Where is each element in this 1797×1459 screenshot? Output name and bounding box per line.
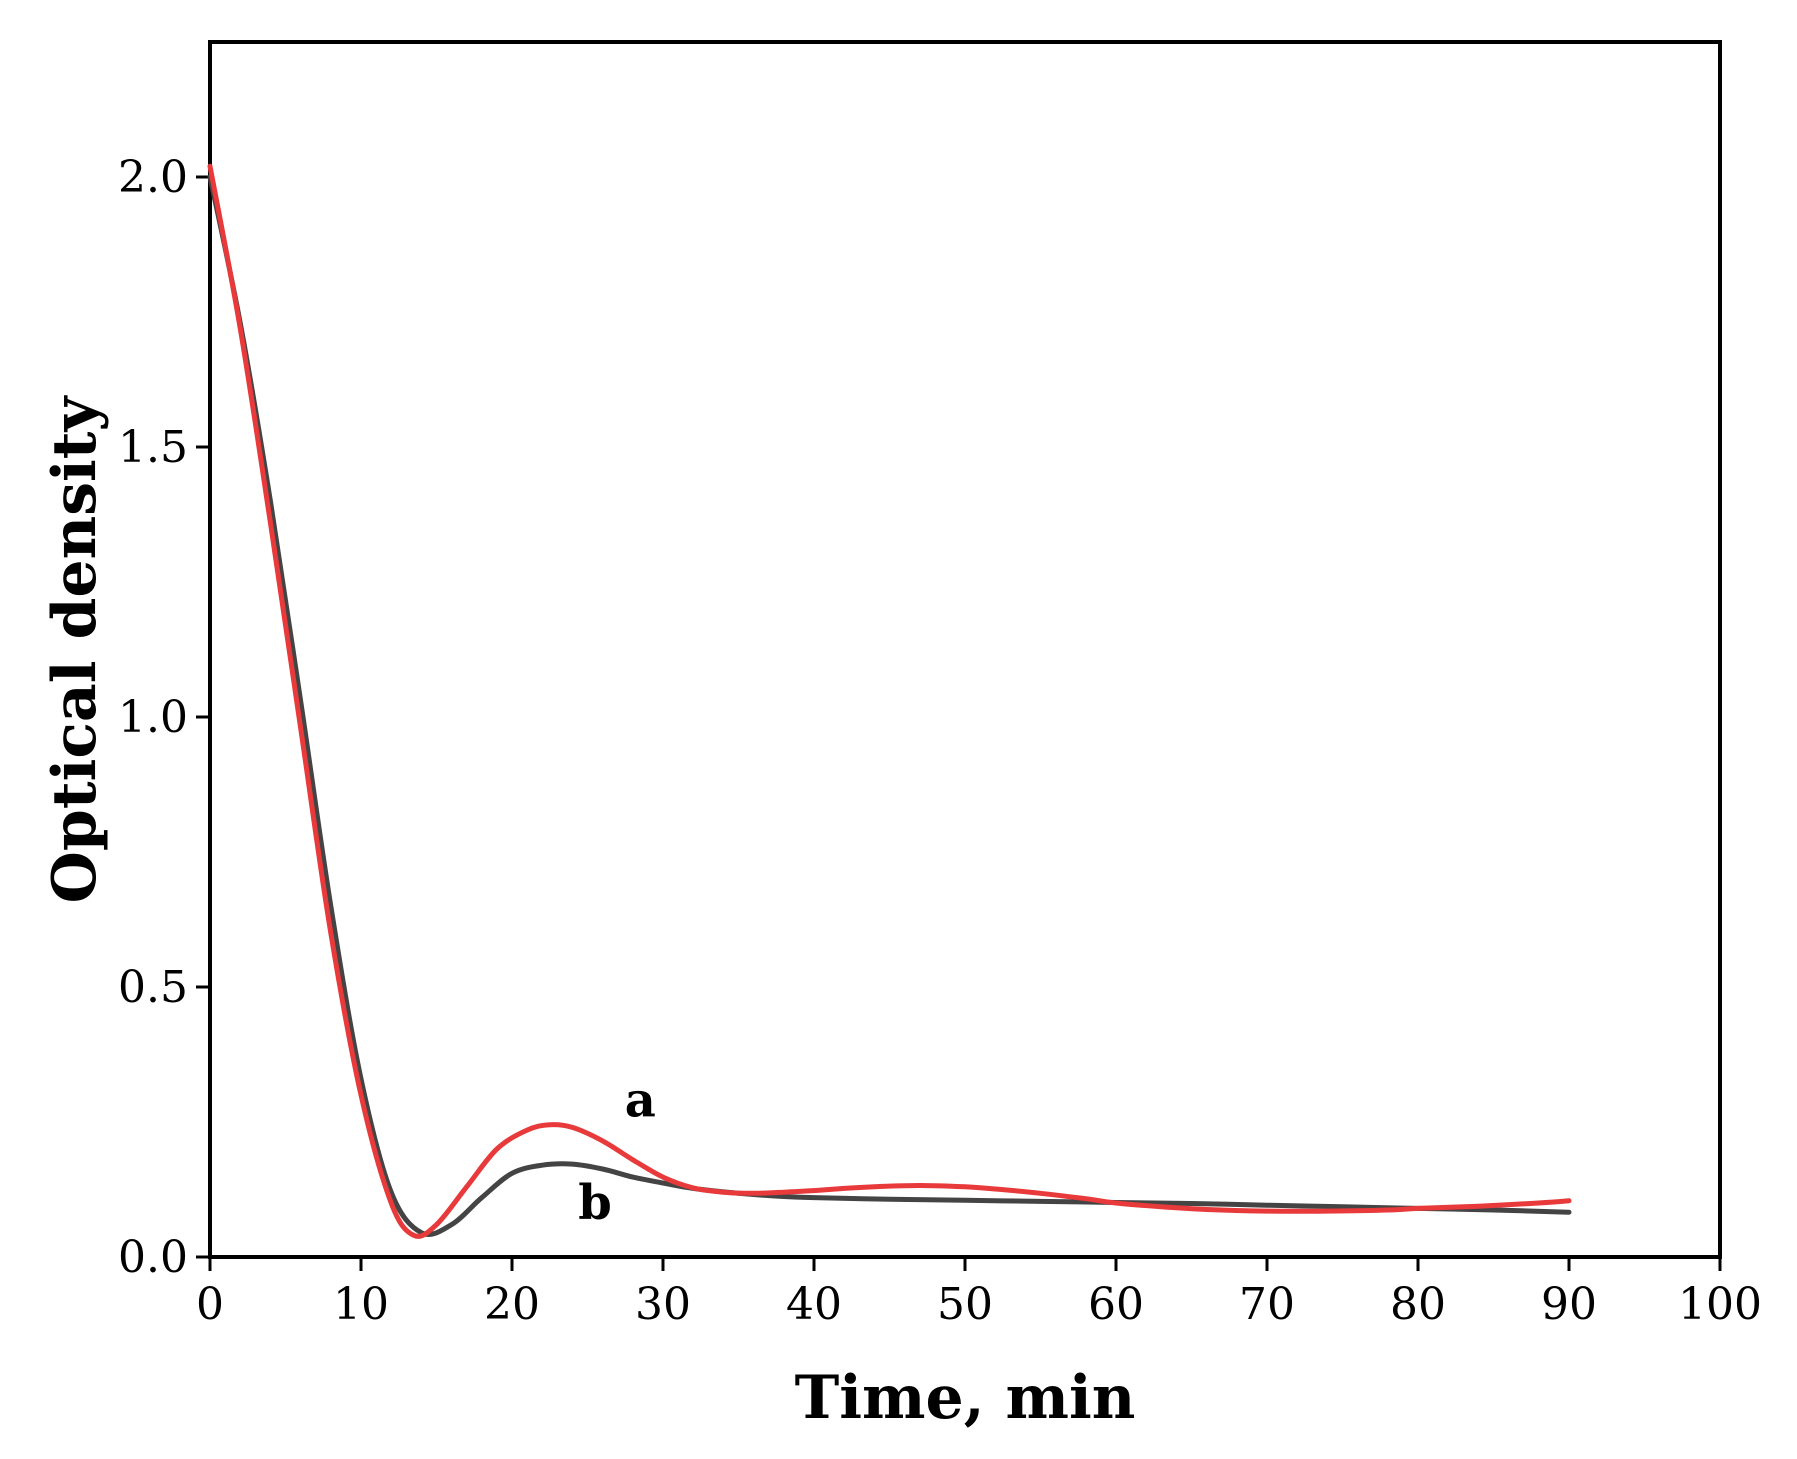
x-tick-label: 0 <box>196 1279 224 1330</box>
x-tick-label: 40 <box>786 1279 842 1330</box>
annotation-layer: ab <box>578 1073 656 1232</box>
x-tick-label: 100 <box>1678 1279 1762 1330</box>
y-tick-label: 1.5 <box>118 422 188 473</box>
x-tick-label: 80 <box>1390 1279 1446 1330</box>
x-axis-ticks: 0 10 20 30 40 50 60 70 80 90 100 <box>196 1257 1762 1330</box>
x-tick-label: 50 <box>937 1279 993 1330</box>
series-label-b: b <box>578 1175 612 1231</box>
x-tick-label: 30 <box>635 1279 691 1330</box>
x-tick-label: 20 <box>484 1279 540 1330</box>
x-axis-title: Time, min <box>795 1363 1136 1433</box>
y-axis-ticks: 0.0 0.5 1.0 1.5 2.0 <box>118 152 210 1283</box>
plot-frame <box>208 40 1722 1259</box>
y-axis-title: Optical density <box>40 395 110 904</box>
y-tick-label: 0.5 <box>118 962 188 1013</box>
series-line-a <box>207 163 1572 1239</box>
x-tick-label: 90 <box>1541 1279 1597 1330</box>
y-tick-label: 0.0 <box>118 1232 188 1283</box>
x-tick-label: 10 <box>333 1279 389 1330</box>
x-tick-label: 60 <box>1088 1279 1144 1330</box>
y-tick-label: 2.0 <box>118 152 188 203</box>
series-line-b <box>207 174 1572 1238</box>
series-layer <box>207 163 1572 1239</box>
series-label-a: a <box>625 1073 656 1129</box>
y-tick-label: 1.0 <box>118 692 188 743</box>
x-tick-label: 70 <box>1239 1279 1295 1330</box>
